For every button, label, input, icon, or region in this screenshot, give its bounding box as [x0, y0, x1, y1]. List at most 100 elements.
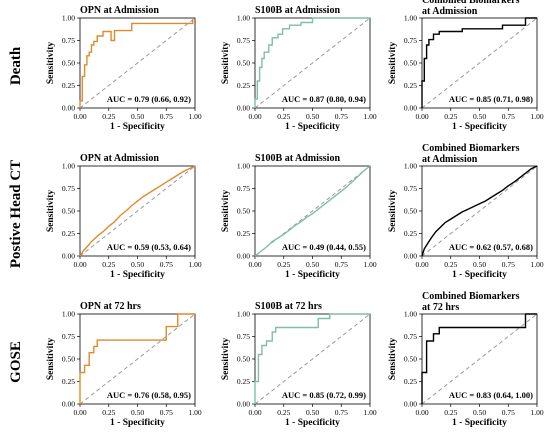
y-tick-label: 0.25: [404, 377, 417, 386]
auc-label: AUC = 0.85 (0.72, 0.99): [282, 390, 366, 400]
y-tick-label: 0.00: [237, 104, 250, 113]
row-label-death: Death: [8, 46, 24, 85]
y-tick-label: 1.00: [404, 310, 417, 319]
row-label-positive-head-ct: Postive Head CT: [8, 160, 24, 268]
y-axis-label: Sensitivity: [388, 190, 398, 232]
panel-title: at Admission: [422, 154, 478, 165]
x-tick-label: 0.00: [73, 112, 86, 121]
reference-diagonal: [79, 165, 196, 257]
panel-title: OPN at Admission: [80, 153, 159, 164]
y-tick-label: 0.25: [62, 229, 75, 238]
y-tick-label: 0.75: [62, 36, 75, 45]
y-tick-label: 0.75: [404, 184, 417, 193]
y-axis-label: Sensitivity: [388, 338, 398, 380]
x-tick-label: 0.00: [73, 260, 86, 269]
x-tick-label: 0.50: [131, 408, 144, 417]
reference-diagonal: [421, 165, 538, 257]
x-axis-label: 1 - Specificity: [110, 418, 165, 428]
x-tick-label: 0.25: [277, 260, 290, 269]
y-tick-label: 1.00: [404, 14, 417, 23]
x-tick-label: 0.75: [502, 112, 515, 121]
x-tick-label: 0.00: [415, 112, 428, 121]
x-tick-label: 1.00: [188, 112, 201, 121]
y-tick-label: 0.25: [404, 229, 417, 238]
y-tick-label: 0.75: [237, 332, 250, 341]
x-tick-label: 1.00: [363, 112, 376, 121]
x-tick-label: 0.25: [277, 112, 290, 121]
x-tick-label: 0.75: [502, 408, 515, 417]
y-tick-label: 0.25: [237, 377, 250, 386]
y-axis-label: Sensitivity: [46, 42, 56, 84]
y-tick-label: 0.00: [404, 104, 417, 113]
auc-label: AUC = 0.85 (0.71, 0.98): [449, 94, 533, 104]
y-tick-label: 0.00: [62, 400, 75, 409]
y-axis-label: Sensitivity: [388, 42, 398, 84]
y-axis-label: Sensitivity: [221, 42, 231, 84]
panel-title: at Admission: [422, 6, 478, 17]
auc-label: AUC = 0.59 (0.53, 0.64): [107, 242, 191, 252]
roc-panel-4: OPN at Admission 0.00 0.25 0.50 0.75 1.00 0.00…: [46, 153, 202, 280]
x-tick-label: 0.25: [444, 112, 457, 121]
x-tick-label: 1.00: [188, 408, 201, 417]
reference-diagonal: [421, 17, 538, 109]
x-tick-label: 0.50: [473, 112, 486, 121]
reference-diagonal: [254, 313, 371, 405]
roc-panel-2: S100B at Admission 0.00 0.25 0.50 0.75 1.00 0.…: [221, 5, 377, 132]
x-axis-label: 1 - Specificity: [452, 122, 507, 132]
y-tick-label: 0.25: [62, 81, 75, 90]
roc-curve: [79, 18, 194, 108]
roc-panel-7: OPN at 72 hrs 0.00 0.25 0.50 0.75 1.00 0.00 0.2…: [46, 301, 202, 428]
x-tick-label: 0.00: [248, 260, 261, 269]
x-tick-label: 0.50: [131, 112, 144, 121]
x-tick-label: 0.50: [306, 112, 319, 121]
x-tick-label: 0.75: [335, 112, 348, 121]
x-tick-label: 0.00: [73, 408, 86, 417]
panel-title: S100B at Admission: [255, 153, 340, 164]
x-tick-label: 0.75: [502, 260, 515, 269]
panel-title: S100B at Admission: [255, 5, 340, 16]
x-tick-label: 0.00: [248, 112, 261, 121]
y-tick-label: 0.25: [237, 81, 250, 90]
x-tick-label: 0.50: [473, 260, 486, 269]
roc-curve: [254, 313, 370, 404]
y-tick-label: 0.00: [62, 104, 75, 113]
y-tick-label: 0.50: [62, 355, 75, 364]
auc-label: AUC = 0.76 (0.58, 0.95): [107, 390, 191, 400]
x-axis-label: 1 - Specificity: [285, 270, 340, 280]
panel-title: S100B at 72 hrs: [255, 301, 322, 312]
y-tick-label: 0.75: [62, 332, 75, 341]
y-tick-label: 0.50: [404, 355, 417, 364]
x-tick-label: 0.00: [415, 260, 428, 269]
x-tick-label: 0.50: [473, 408, 486, 417]
y-tick-label: 0.00: [237, 252, 250, 261]
panel-title: Combined Biomarkers: [422, 0, 520, 6]
x-tick-label: 0.25: [102, 408, 115, 417]
roc-panel-1: OPN at Admission 0.00 0.25 0.50 0.75 1.00 0.00…: [46, 5, 202, 132]
y-tick-label: 1.00: [62, 162, 75, 171]
x-tick-label: 0.25: [277, 408, 290, 417]
roc-curve: [254, 17, 370, 108]
roc-panel-8: S100B at 72 hrs 0.00 0.25 0.50 0.75 1.00 0.00 0…: [221, 301, 377, 428]
reference-diagonal: [421, 313, 538, 405]
y-tick-label: 0.50: [62, 207, 75, 216]
x-tick-label: 0.00: [248, 408, 261, 417]
roc-curve: [421, 313, 537, 404]
y-tick-label: 0.75: [404, 332, 417, 341]
x-tick-label: 1.00: [530, 112, 543, 121]
auc-label: AUC = 0.83 (0.64, 1.00): [449, 390, 533, 400]
x-tick-label: 0.75: [335, 260, 348, 269]
y-tick-label: 1.00: [62, 14, 75, 23]
x-axis-label: 1 - Specificity: [110, 122, 165, 132]
auc-label: AUC = 0.87 (0.80, 0.94): [282, 94, 366, 104]
y-tick-label: 0.00: [404, 400, 417, 409]
y-axis-label: Sensitivity: [221, 338, 231, 380]
y-tick-label: 0.50: [237, 355, 250, 364]
x-axis-label: 1 - Specificity: [452, 270, 507, 280]
auc-label: AUC = 0.62 (0.57, 0.68): [449, 242, 533, 252]
y-axis-label: Sensitivity: [46, 338, 56, 380]
y-tick-label: 0.25: [237, 229, 250, 238]
y-tick-label: 0.00: [404, 252, 417, 261]
reference-diagonal: [254, 17, 371, 109]
